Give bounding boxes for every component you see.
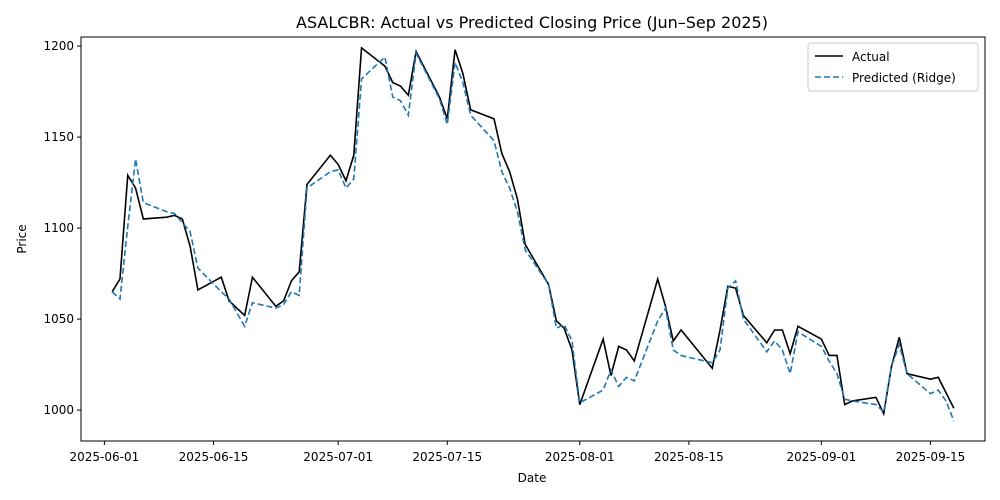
series-line-actual bbox=[111, 46, 955, 417]
x-axis-label: Date bbox=[518, 471, 547, 485]
x-tick-label: 2025-06-15 bbox=[179, 450, 249, 464]
series-line-predicted bbox=[111, 50, 955, 422]
x-tick-label: 2025-06-01 bbox=[70, 450, 140, 464]
legend-box bbox=[807, 42, 979, 92]
y-tick-label: 1150 bbox=[43, 130, 74, 144]
legend: Actual Predicted (Ridge) bbox=[807, 42, 979, 92]
x-tick-label: 2025-08-15 bbox=[654, 450, 724, 464]
x-axis-ticks: 2025-06-01 2025-06-15 2025-07-01 2025-07-15… bbox=[70, 441, 966, 464]
x-tick-label: 2025-08-01 bbox=[545, 450, 615, 464]
y-axis-label: Price bbox=[15, 224, 29, 253]
y-tick-label: 1000 bbox=[43, 403, 74, 417]
plot-frame bbox=[80, 36, 986, 442]
y-tick-label: 1200 bbox=[43, 39, 74, 53]
y-axis-ticks: 1000 1050 1100 1150 1200 bbox=[43, 39, 81, 417]
legend-label-actual: Actual bbox=[852, 50, 890, 64]
x-tick-label: 2025-07-01 bbox=[303, 450, 373, 464]
plot-marks bbox=[111, 46, 955, 422]
x-tick-label: 2025-07-15 bbox=[412, 450, 482, 464]
legend-label-predicted: Predicted (Ridge) bbox=[852, 71, 956, 85]
chart-title: ASALCBR: Actual vs Predicted Closing Pri… bbox=[296, 13, 768, 32]
x-tick-label: 2025-09-15 bbox=[896, 450, 966, 464]
y-tick-label: 1100 bbox=[43, 221, 74, 235]
x-tick-label: 2025-09-01 bbox=[786, 450, 856, 464]
y-tick-label: 1050 bbox=[43, 312, 74, 326]
